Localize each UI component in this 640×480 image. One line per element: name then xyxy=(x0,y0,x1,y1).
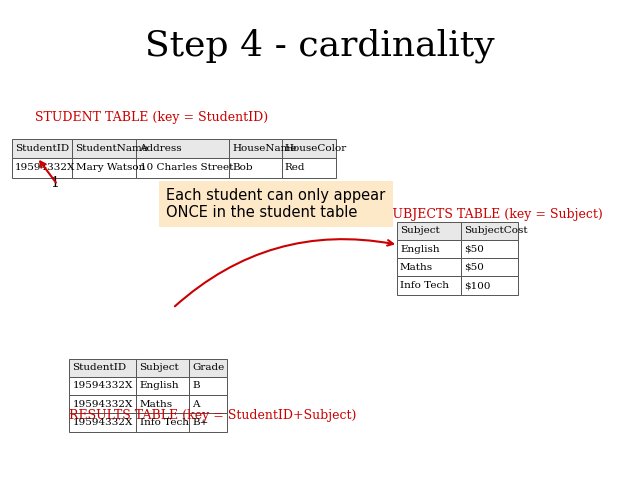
Text: 19594332X: 19594332X xyxy=(72,400,132,408)
Text: 19594332X: 19594332X xyxy=(15,164,75,172)
Text: 1: 1 xyxy=(50,176,59,191)
Bar xyxy=(189,395,227,413)
Text: English: English xyxy=(140,382,179,390)
Bar xyxy=(12,139,72,158)
Bar xyxy=(397,222,461,240)
Bar xyxy=(229,158,282,178)
Text: StudentName: StudentName xyxy=(76,144,148,153)
Bar xyxy=(189,413,227,432)
Bar xyxy=(136,158,229,178)
Bar xyxy=(282,158,336,178)
Text: Red: Red xyxy=(285,164,305,172)
Bar xyxy=(69,413,136,432)
Text: Maths: Maths xyxy=(400,263,433,272)
Text: English: English xyxy=(400,245,440,253)
Text: SUBJECTS TABLE (key = Subject): SUBJECTS TABLE (key = Subject) xyxy=(384,208,603,221)
Text: Subject: Subject xyxy=(140,363,179,372)
Text: Mary Watson: Mary Watson xyxy=(76,164,145,172)
Bar xyxy=(461,276,518,295)
Bar xyxy=(397,258,461,276)
Bar xyxy=(397,276,461,295)
Text: Bob: Bob xyxy=(232,164,253,172)
Text: RESULTS TABLE (key = StudentID+Subject): RESULTS TABLE (key = StudentID+Subject) xyxy=(69,409,356,422)
Text: Each student can only appear
ONCE in the student table: Each student can only appear ONCE in the… xyxy=(166,188,386,220)
Text: StudentID: StudentID xyxy=(15,144,69,153)
Text: Maths: Maths xyxy=(140,400,173,408)
Text: 19594332X: 19594332X xyxy=(72,418,132,427)
Text: B: B xyxy=(192,382,200,390)
Bar xyxy=(69,377,136,395)
Bar xyxy=(72,139,136,158)
Bar xyxy=(229,139,282,158)
Text: HouseName: HouseName xyxy=(232,144,297,153)
Bar xyxy=(12,158,72,178)
Bar xyxy=(136,377,189,395)
Text: $50: $50 xyxy=(464,245,484,253)
Text: 10 Charles Street: 10 Charles Street xyxy=(140,164,233,172)
Bar xyxy=(282,139,336,158)
Text: HouseColor: HouseColor xyxy=(285,144,347,153)
Text: 19594332X: 19594332X xyxy=(72,382,132,390)
Bar xyxy=(461,222,518,240)
Text: SubjectCost: SubjectCost xyxy=(464,227,527,235)
Bar xyxy=(69,359,136,377)
Bar xyxy=(461,240,518,258)
Bar xyxy=(72,158,136,178)
Bar xyxy=(189,359,227,377)
Bar xyxy=(189,377,227,395)
Text: StudentID: StudentID xyxy=(72,363,127,372)
Bar xyxy=(461,258,518,276)
Bar xyxy=(397,240,461,258)
Bar xyxy=(136,413,189,432)
Text: Address: Address xyxy=(140,144,182,153)
Text: B+: B+ xyxy=(192,418,209,427)
Text: Subject: Subject xyxy=(400,227,440,235)
Text: Grade: Grade xyxy=(192,363,224,372)
Text: $100: $100 xyxy=(464,281,490,290)
Bar xyxy=(136,139,229,158)
Text: Step 4 - cardinality: Step 4 - cardinality xyxy=(145,28,495,63)
Text: A: A xyxy=(192,400,200,408)
Text: STUDENT TABLE (key = StudentID): STUDENT TABLE (key = StudentID) xyxy=(35,111,268,124)
Bar xyxy=(136,359,189,377)
Text: Info Tech: Info Tech xyxy=(140,418,189,427)
Bar xyxy=(136,395,189,413)
Text: Info Tech: Info Tech xyxy=(400,281,449,290)
Bar xyxy=(69,395,136,413)
Text: $50: $50 xyxy=(464,263,484,272)
